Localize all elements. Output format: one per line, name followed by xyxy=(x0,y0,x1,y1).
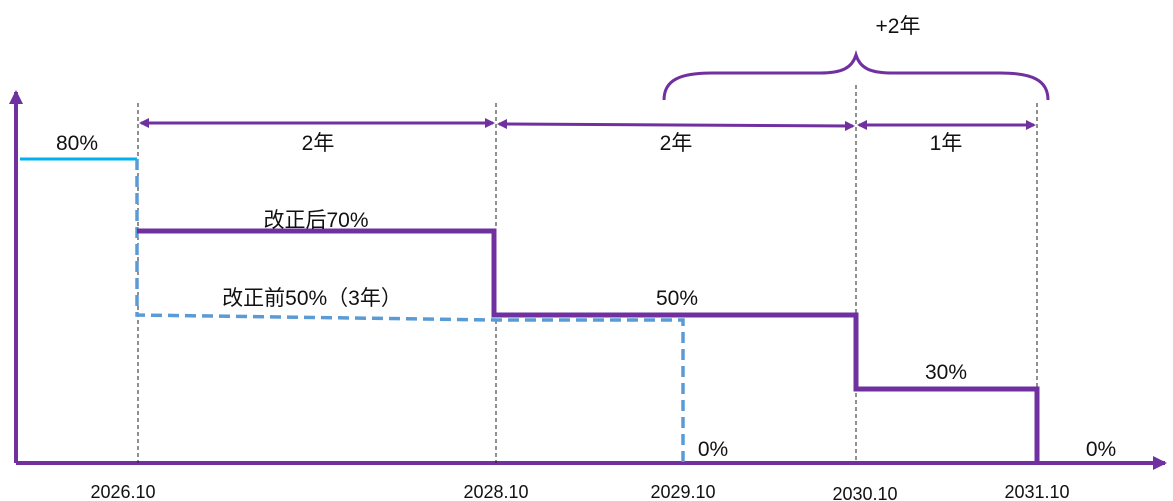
level-label-before-revision: 改正前50%（3年） xyxy=(222,287,402,310)
tick-label-2030: 2030.10 xyxy=(832,484,897,501)
tick-label-2029: 2029.10 xyxy=(650,482,715,501)
extension-brace xyxy=(662,49,1050,101)
span-label-3: 1年 xyxy=(930,132,963,155)
span-label-1: 2年 xyxy=(302,132,335,155)
level-label-zero-before: 0% xyxy=(698,438,728,461)
level-label-late: 30% xyxy=(925,361,967,384)
before-revision-line xyxy=(135,159,685,463)
tick-label-2031: 2031.10 xyxy=(1004,482,1069,501)
level-label-mid: 50% xyxy=(656,287,698,310)
level-label-after-revision: 改正后70% xyxy=(263,209,368,232)
tick-label-2028: 2028.10 xyxy=(463,482,528,501)
span-label-2: 2年 xyxy=(660,132,693,155)
tick-label-2026: 2026.10 xyxy=(90,482,155,501)
extension-label: +2年 xyxy=(876,15,921,38)
level-label-zero-after: 0% xyxy=(1086,438,1116,461)
after-revision-line xyxy=(137,228,1040,463)
span-arrow-2 xyxy=(497,119,855,131)
level-label-initial: 80% xyxy=(56,132,98,155)
